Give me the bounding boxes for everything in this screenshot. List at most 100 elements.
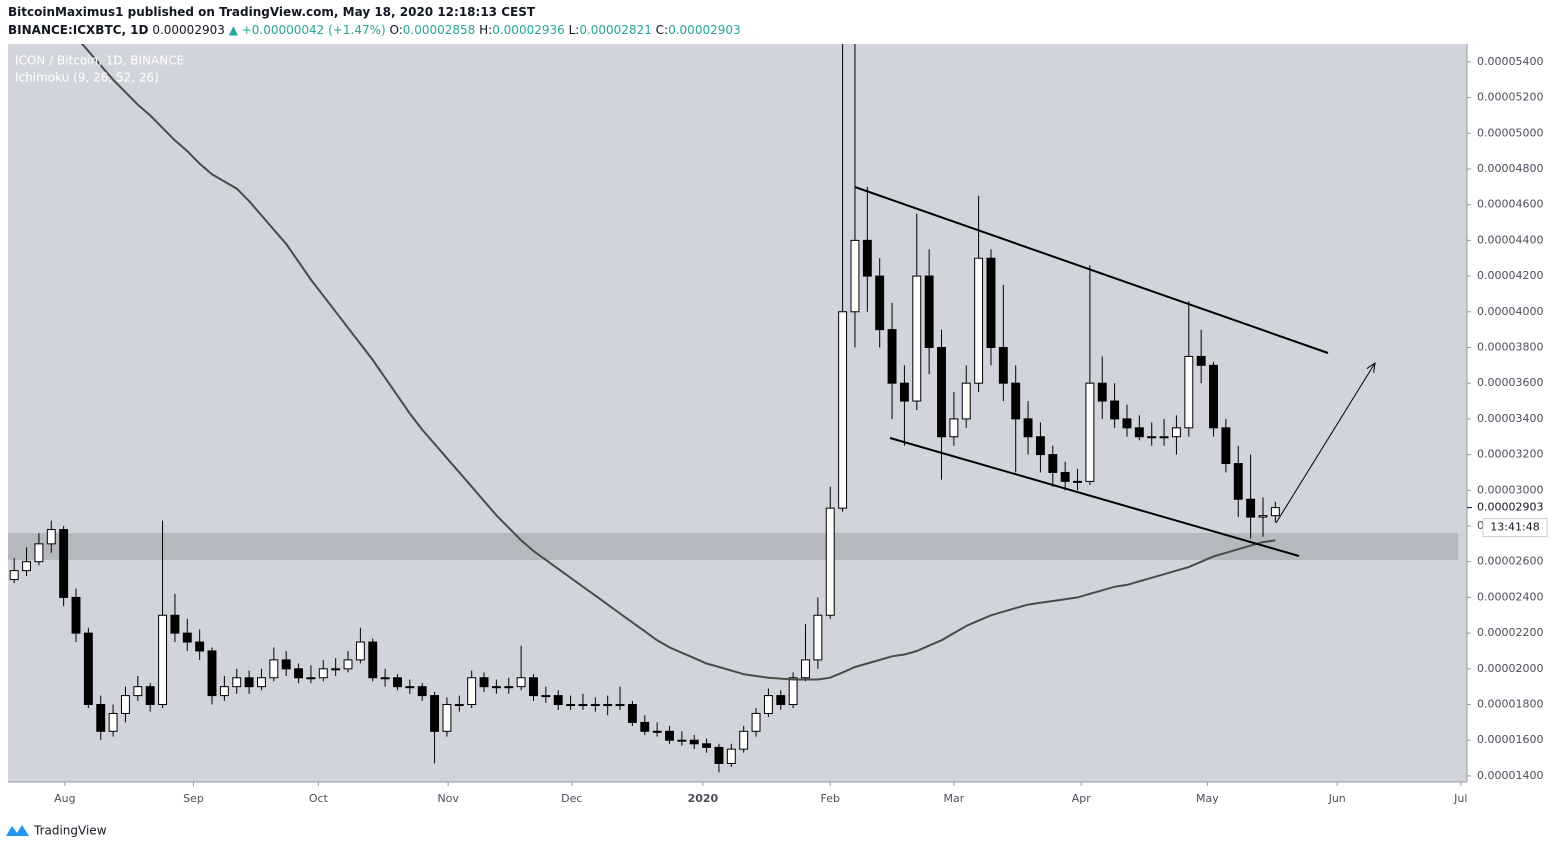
- x-tick-label: 2020: [688, 792, 719, 805]
- axes: 0.00001400 0.00001600 0.00001800 0.00002000…: [54, 55, 1551, 805]
- x-tick-label: Apr: [1072, 792, 1092, 805]
- candle-body: [739, 730, 749, 750]
- x-tick-label: Aug: [54, 792, 75, 805]
- y-tick-label: 0.00004600: [1477, 198, 1543, 211]
- candle-body: [294, 668, 304, 679]
- y-tick-label: 0.00003200: [1477, 448, 1543, 461]
- candle-body: [1097, 382, 1107, 402]
- support-zone: [8, 533, 1458, 560]
- trend-line-lower: [889, 437, 1300, 557]
- candle-body: [862, 239, 872, 277]
- candle-body: [541, 695, 551, 698]
- candle-body: [59, 529, 69, 598]
- candle-body: [393, 677, 402, 688]
- candle-body: [714, 746, 724, 764]
- candle-body: [306, 677, 316, 680]
- l-val: 0.00002821: [579, 23, 652, 37]
- c: C:: [656, 23, 668, 37]
- candle-body: [751, 712, 761, 732]
- c-val: 0.00002903: [668, 23, 741, 37]
- candle-body: [244, 677, 254, 688]
- moving-average: [80, 44, 1276, 681]
- y-tick-label: 0.00001400: [1477, 769, 1543, 782]
- candle-body: [603, 704, 613, 707]
- candle-body: [430, 695, 440, 732]
- candle-body: [652, 730, 662, 733]
- candle-body: [281, 659, 291, 670]
- x-tick-label: Sep: [183, 792, 204, 805]
- candle-body: [257, 677, 266, 688]
- candle-body: [974, 257, 984, 384]
- candle-body: [133, 686, 143, 697]
- candle-body: [937, 346, 946, 438]
- candle-body: [813, 614, 823, 661]
- y-tick-label: 0.00004000: [1477, 305, 1543, 318]
- y-tick-label: 0.00002000: [1477, 662, 1543, 675]
- candle-body: [145, 686, 155, 706]
- candle-body: [689, 739, 699, 745]
- candle-body: [269, 659, 279, 679]
- candle-body: [763, 695, 773, 714]
- y-tick-label: 0.00004800: [1477, 162, 1543, 175]
- candle-body: [22, 561, 32, 572]
- last: 0.00002903: [152, 23, 225, 37]
- symbol-line: BINANCE:ICXBTC, 1D 0.00002903 ▲ +0.00000…: [8, 23, 741, 37]
- candle-body: [219, 686, 229, 697]
- candle-body: [46, 529, 56, 545]
- candle-body: [1085, 382, 1095, 482]
- y-tick-label: 0.00005200: [1477, 91, 1543, 104]
- y-tick-label: 0.00002600: [1477, 555, 1543, 568]
- candle-body: [83, 632, 93, 706]
- candle-body: [1147, 436, 1157, 439]
- candle-body: [1184, 355, 1194, 429]
- candle-body: [1134, 427, 1144, 438]
- x-tick-label: Mar: [943, 792, 964, 805]
- y-tick-label: 0.00002400: [1477, 590, 1543, 603]
- candle-body: [899, 382, 909, 402]
- candle-body: [331, 668, 341, 671]
- countdown-box: [1482, 518, 1548, 538]
- candle-body: [912, 275, 922, 402]
- x-tick-label: Jun: [1328, 792, 1346, 805]
- candle-body: [640, 721, 650, 732]
- candle-body: [504, 686, 514, 689]
- trend-line-upper: [854, 186, 1329, 354]
- candle-body: [627, 704, 637, 723]
- y-tick-label: 0.00004400: [1477, 233, 1543, 246]
- x-tick-label: Oct: [309, 792, 329, 805]
- candle-body: [1110, 400, 1120, 420]
- candle-body: [615, 704, 625, 707]
- h: H:: [479, 23, 492, 37]
- candle-body: [454, 704, 464, 707]
- candle-body: [1011, 382, 1021, 420]
- candle-body: [318, 668, 328, 679]
- x-tick-label: Dec: [561, 792, 582, 805]
- o-val: 0.00002858: [403, 23, 476, 37]
- candle-body: [788, 677, 798, 706]
- candle-body: [467, 677, 477, 706]
- candle-body: [1060, 471, 1070, 482]
- indicator: Ichimoku (9, 26, 52, 26): [15, 71, 159, 85]
- candle-body: [924, 275, 934, 348]
- candle-body: [1221, 427, 1231, 465]
- change: ▲ +0.00000042 (+1.47%): [229, 23, 386, 37]
- candle-body: [875, 275, 885, 331]
- logo: [6, 825, 29, 836]
- candle-body: [986, 257, 996, 348]
- candle-body: [1073, 480, 1082, 483]
- candle-body: [158, 614, 168, 706]
- candle-body: [405, 686, 415, 689]
- y-tick-label: 0.00003400: [1477, 412, 1543, 425]
- candle-body: [553, 695, 563, 706]
- candle-body: [491, 686, 501, 689]
- candle-body: [578, 704, 588, 707]
- candle-body: [108, 712, 118, 732]
- candle-body: [702, 743, 712, 748]
- candle-body: [850, 239, 860, 313]
- y-tick-label: 0.00003600: [1477, 376, 1543, 389]
- last-price-label: 0.00002903: [1477, 501, 1543, 514]
- plot-area: [8, 44, 1467, 782]
- l: L:: [569, 23, 580, 37]
- y-tick-label: 0.00003800: [1477, 340, 1543, 353]
